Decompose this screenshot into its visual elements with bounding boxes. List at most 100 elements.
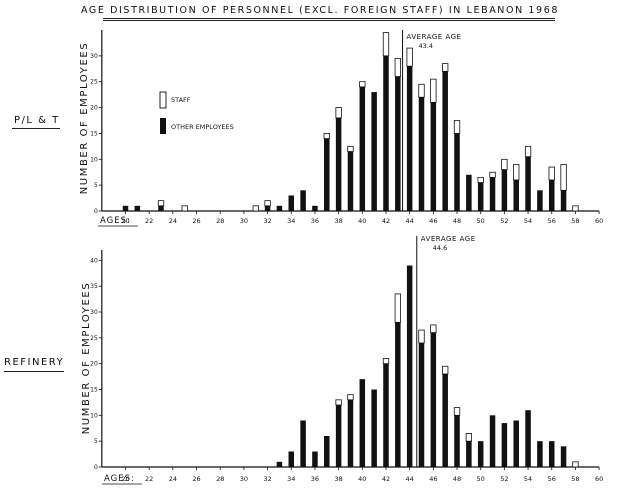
chart1-bar-staff <box>430 78 437 103</box>
chart2-x-tick-label: 20 <box>121 475 129 483</box>
chart2-bar-staff <box>430 324 437 334</box>
chart1-bar-other-employees <box>276 205 283 211</box>
chart2-x-tick-label: 30 <box>240 475 248 483</box>
chart1-bar-staff <box>347 145 354 152</box>
chart1-bar-other-employees <box>264 205 271 211</box>
chart1-bar-other-employees <box>513 179 519 211</box>
chart2-x-tick-label: 28 <box>216 475 224 483</box>
chart1-bar-other-employees <box>324 138 330 211</box>
chart2-x-tick-label: 32 <box>263 475 271 483</box>
chart1-x-tick-label: 52 <box>500 217 508 225</box>
chart1-bar-other-employees <box>312 205 318 211</box>
chart2-x-tick-label: 58 <box>571 475 579 483</box>
legend-staff-swatch <box>159 91 167 109</box>
chart1-x-tick-label: 44 <box>406 217 414 225</box>
chart2-x-tick-label: 36 <box>311 475 319 483</box>
chart2-bar-other-employees <box>418 343 425 467</box>
chart2-bar-other-employees <box>454 415 460 467</box>
chart1-bar-staff <box>501 158 508 171</box>
chart2-bar-other-employees <box>371 389 377 467</box>
chart1-average-age-label: AVERAGE AGE <box>407 33 462 41</box>
chart2-bar-staff <box>394 293 401 323</box>
chart1-bar-staff <box>524 145 532 158</box>
chart1-bar-staff <box>477 176 484 183</box>
chart1-bar-other-employees <box>442 71 448 211</box>
chart2-bar-other-employees <box>395 322 401 467</box>
chart2-y-tick-label: 10 <box>90 412 98 419</box>
chart1-bar-staff <box>418 83 425 98</box>
chart1-x-tick-label: 54 <box>524 217 532 225</box>
chart2-bar-other-employees <box>347 399 354 467</box>
chart2-x-tick-label: 50 <box>477 475 485 483</box>
chart1-bar-other-employees <box>395 76 401 212</box>
chart1-bar-staff <box>394 58 401 77</box>
chart2-bar-staff <box>453 407 461 416</box>
chart2-bar-other-employees <box>537 441 543 467</box>
row-label-refinery: REFINERY <box>4 357 65 368</box>
chart1-x-tick-label: 22 <box>145 217 153 225</box>
chart1-bar-staff <box>560 164 567 191</box>
chart1-bar-other-employees <box>134 205 141 211</box>
chart2-bar-staff <box>442 365 449 375</box>
chart2-y-axis-label: NUMBER OF EMPLOYEES <box>81 282 92 435</box>
chart2-y-tick-label: 25 <box>90 335 98 342</box>
chart2-x-tick-label: 48 <box>453 475 461 483</box>
title-underline <box>103 18 555 21</box>
chart2-bar-other-employees <box>525 410 531 467</box>
chart1-bar-other-employees <box>560 190 567 211</box>
chart1-x-tick-label: 30 <box>240 217 248 225</box>
chart2-bar-other-employees <box>359 379 366 467</box>
chart1-bar-other-employees <box>371 92 377 211</box>
chart2-bar-other-employees <box>288 451 295 467</box>
chart1-bar-staff <box>572 205 579 212</box>
chart1-y-axis-label: NUMBER OF EMPLOYEES <box>79 42 90 195</box>
chart1-bar-other-employees <box>122 205 129 211</box>
row-label-pl-t-underline <box>12 128 60 129</box>
chart1-bar-staff <box>406 47 413 67</box>
row-label-refinery-underline <box>4 371 64 372</box>
chart1-average-age-value: 43.4 <box>419 42 433 50</box>
chart1-bar-other-employees <box>300 190 306 211</box>
chart1-bar-staff <box>323 133 330 140</box>
chart1-x-tick-label: 24 <box>169 217 177 225</box>
chart2-bar-other-employees <box>324 436 330 467</box>
chart2-bar-staff <box>465 433 473 442</box>
chart2-y-tick-label: 40 <box>90 257 98 264</box>
chart2-bar-staff <box>572 461 579 468</box>
chart2-x-tick-label: 40 <box>358 475 366 483</box>
chart2-x-tick-label: 56 <box>548 475 556 483</box>
chart2-bar-other-employees <box>560 446 567 467</box>
chart1-bar-other-employees <box>359 86 366 211</box>
chart2-x-tick-label: 22 <box>145 475 153 483</box>
chart1-x-tick-label: 26 <box>192 217 200 225</box>
chart2-bar-other-employees <box>513 420 519 467</box>
chart1-x-tick-label: 40 <box>358 217 366 225</box>
chart2-y-tick-label: 35 <box>90 283 98 290</box>
chart1-bar-staff <box>513 164 520 181</box>
chart2-x-tick-label: 60 <box>595 475 603 483</box>
chart-title: AGE DISTRIBUTION OF PERSONNEL (EXCL. FOR… <box>81 5 559 16</box>
chart1-bar-staff <box>442 63 449 72</box>
chart2-x-tick-label: 26 <box>192 475 200 483</box>
chart1-x-tick-label: 38 <box>334 217 342 225</box>
chart2-bar-staff <box>382 358 390 365</box>
chart2-bar-other-employees <box>335 405 342 467</box>
chart2-average-age-value: 44.6 <box>433 244 447 252</box>
chart1-bar-other-employees <box>525 156 531 211</box>
chart2-bar-other-employees <box>489 415 496 467</box>
chart2-x-tick-label: 54 <box>524 475 532 483</box>
chart2-y-tick-label: 5 <box>94 438 98 445</box>
chart2-bar-other-employees <box>276 461 283 467</box>
chart1-y-tick-label: 20 <box>90 105 98 112</box>
chart2-x-tick-label: 24 <box>169 475 177 483</box>
chart1-x-tick-label: 50 <box>477 217 485 225</box>
chart1-bar-other-employees <box>406 66 413 211</box>
chart1-x-tick-label: 56 <box>548 217 556 225</box>
chart1-bar-other-employees <box>383 55 389 211</box>
chart2-x-tick-label: 42 <box>382 475 390 483</box>
chart2-bar-other-employees <box>477 441 484 467</box>
chart1-bar-staff <box>489 171 496 178</box>
chart2-y-tick-label: 20 <box>90 361 98 368</box>
chart2-bar-other-employees <box>501 423 508 467</box>
chart1-bar-other-employees <box>454 133 460 211</box>
